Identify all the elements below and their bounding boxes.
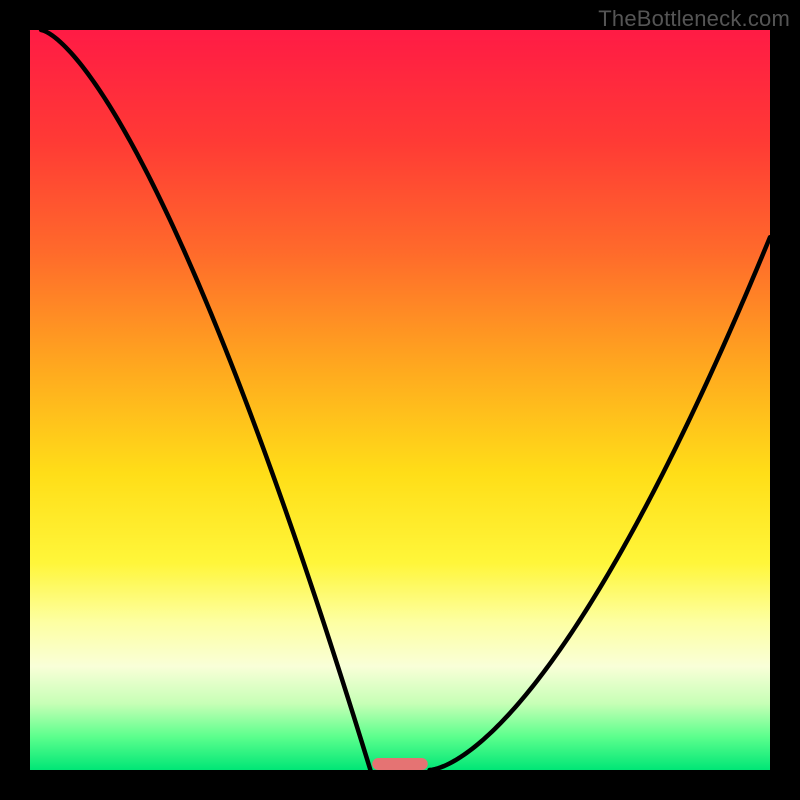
bottleneck-chart [0, 0, 800, 800]
bottom-marker [372, 758, 428, 770]
watermark-text: TheBottleneck.com [598, 6, 790, 32]
plot-area [30, 30, 770, 770]
chart-stage: TheBottleneck.com [0, 0, 800, 800]
